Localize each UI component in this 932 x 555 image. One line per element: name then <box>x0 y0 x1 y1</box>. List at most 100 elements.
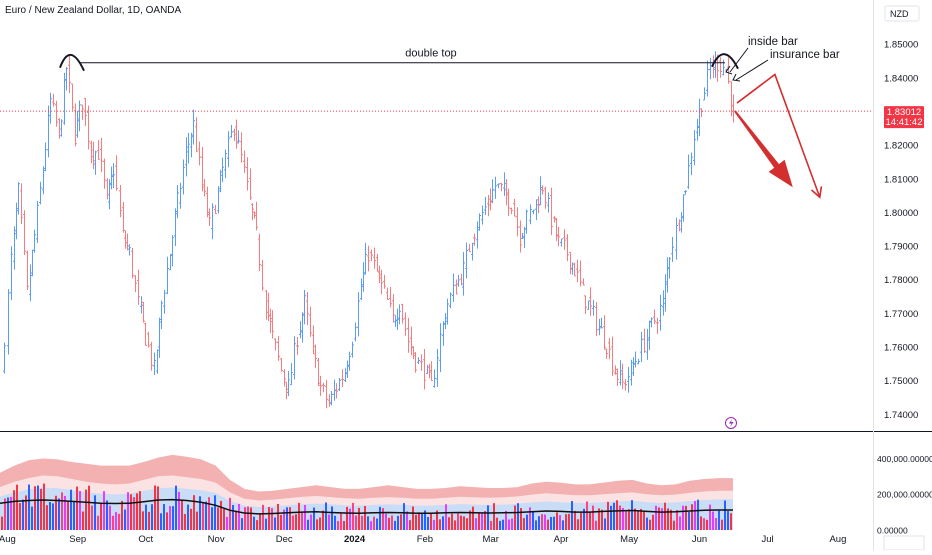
bearish-projection-arrow[interactable] <box>734 110 793 188</box>
volume-bar <box>439 519 441 530</box>
volume-bar <box>463 516 465 530</box>
time-tick-label: Jun <box>692 534 707 545</box>
volume-bar <box>613 502 615 530</box>
volume-bar <box>712 511 714 530</box>
volume-bar <box>721 519 723 530</box>
time-tick-label: Jul <box>762 534 774 545</box>
volume-bar <box>115 512 117 530</box>
volume-bar <box>325 502 327 530</box>
insurance-bar-pointer[interactable] <box>735 59 769 81</box>
volume-bar <box>661 508 663 530</box>
volume-bar <box>196 511 198 530</box>
volume-bar <box>604 518 606 530</box>
volume-bar <box>298 502 300 530</box>
volume-bar <box>37 485 39 530</box>
volume-bar <box>586 501 588 530</box>
lightning-icon[interactable] <box>725 417 737 429</box>
volume-bar <box>274 517 276 530</box>
volume-bar <box>139 491 141 530</box>
volume-bar <box>724 500 726 530</box>
volume-bar <box>505 510 507 530</box>
volume-bar <box>154 485 156 530</box>
currency-badge-box[interactable] <box>884 5 920 22</box>
volume-bar <box>481 513 483 530</box>
volume-pane <box>0 454 733 530</box>
volume-bar <box>529 507 531 530</box>
volume-bar <box>265 518 267 530</box>
volume-bar <box>415 514 417 530</box>
volume-bar <box>352 502 354 530</box>
volume-bar <box>556 512 558 530</box>
volume-bar <box>124 509 126 530</box>
volume-bar <box>442 516 444 530</box>
volume-bar <box>247 506 249 530</box>
volume-bar <box>244 507 246 530</box>
volume-bar <box>136 493 138 530</box>
volume-bar <box>526 514 528 530</box>
bearish-zigzag-arrow[interactable] <box>736 73 821 198</box>
double-top-label[interactable]: double top <box>405 48 456 60</box>
volume-bar <box>100 503 102 530</box>
price-tick-label: 1.82000 <box>884 141 918 152</box>
volume-bar <box>472 506 474 530</box>
volume-bar <box>418 512 420 530</box>
top-arc-left[interactable] <box>59 53 85 72</box>
symbol-title[interactable]: Euro / New Zealand Dollar, 1D, OANDA <box>5 5 182 16</box>
volume-bar <box>469 510 471 530</box>
volume-bar <box>286 507 288 530</box>
volume-bar <box>430 513 432 530</box>
volume-bar <box>370 521 372 530</box>
volume-bar <box>718 510 720 530</box>
volume-bar <box>598 508 600 530</box>
candles <box>3 51 735 409</box>
volume-bar <box>25 495 27 530</box>
inside-bar-label[interactable]: inside bar <box>748 36 798 48</box>
volume-bar <box>160 513 162 530</box>
volume-bar <box>502 519 504 530</box>
volume-bar <box>658 507 660 530</box>
volume-bar <box>730 513 732 530</box>
volume-ma-line <box>0 498 733 515</box>
volume-bar <box>562 520 564 530</box>
volume-bar <box>634 508 636 530</box>
volume-bar <box>676 510 678 530</box>
scale-corner[interactable] <box>883 535 925 551</box>
volume-bar <box>22 499 24 530</box>
volume-bar <box>28 484 30 530</box>
volume-bar <box>223 509 225 530</box>
volume-bar <box>178 491 180 530</box>
volume-bar <box>355 515 357 530</box>
volume-bar <box>682 505 684 530</box>
inside-bar-pointer[interactable] <box>729 47 749 73</box>
volume-bar <box>445 504 447 530</box>
volume-band-inner <box>0 487 733 530</box>
volume-axis[interactable]: 400,000.00000 200,000.00000 0.00000 <box>877 454 932 536</box>
volume-bar <box>322 510 324 530</box>
volume-bar <box>337 521 339 530</box>
price-tick-label: 1.80000 <box>884 208 918 219</box>
last-price-badge: 1.83012 14:41:42 <box>884 106 924 129</box>
volume-bar <box>688 512 690 530</box>
volume-tick-label: 200,000.00000 <box>877 490 932 500</box>
volume-bar <box>52 503 54 530</box>
time-tick-label: Sep <box>69 534 86 545</box>
volume-bar <box>346 506 348 530</box>
insurance-bar-label[interactable]: insurance bar <box>770 49 840 61</box>
volume-bar <box>703 518 705 530</box>
volume-bar <box>301 512 303 530</box>
volume-bar <box>490 520 492 530</box>
volume-bar <box>523 518 525 530</box>
currency-badge[interactable]: NZD <box>890 9 909 19</box>
volume-bar <box>409 520 411 530</box>
price-tick-label: 1.81000 <box>884 174 918 185</box>
volume-bar <box>601 509 603 530</box>
price-tick-label: 1.74000 <box>884 410 918 421</box>
volume-bar <box>421 513 423 530</box>
volume-bar <box>571 501 573 530</box>
volume-bar <box>631 500 633 530</box>
volume-bar <box>673 520 675 530</box>
volume-bar <box>16 484 18 530</box>
volume-bar <box>73 501 75 530</box>
price-tick-label: 1.78000 <box>884 275 918 286</box>
